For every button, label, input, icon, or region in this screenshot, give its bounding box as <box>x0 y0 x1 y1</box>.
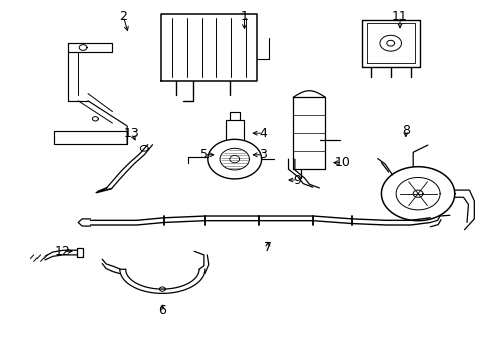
Text: 4: 4 <box>259 127 266 140</box>
Text: 5: 5 <box>200 148 208 161</box>
Text: 1: 1 <box>240 10 248 23</box>
Text: 9: 9 <box>293 174 301 186</box>
Text: 13: 13 <box>124 127 140 140</box>
Text: 6: 6 <box>158 304 166 317</box>
Text: 11: 11 <box>391 10 407 23</box>
Text: 2: 2 <box>119 10 127 23</box>
Text: 12: 12 <box>55 245 70 258</box>
Text: 3: 3 <box>259 148 266 161</box>
Text: 10: 10 <box>334 156 349 169</box>
Text: 8: 8 <box>401 124 409 137</box>
Text: 7: 7 <box>264 241 271 254</box>
